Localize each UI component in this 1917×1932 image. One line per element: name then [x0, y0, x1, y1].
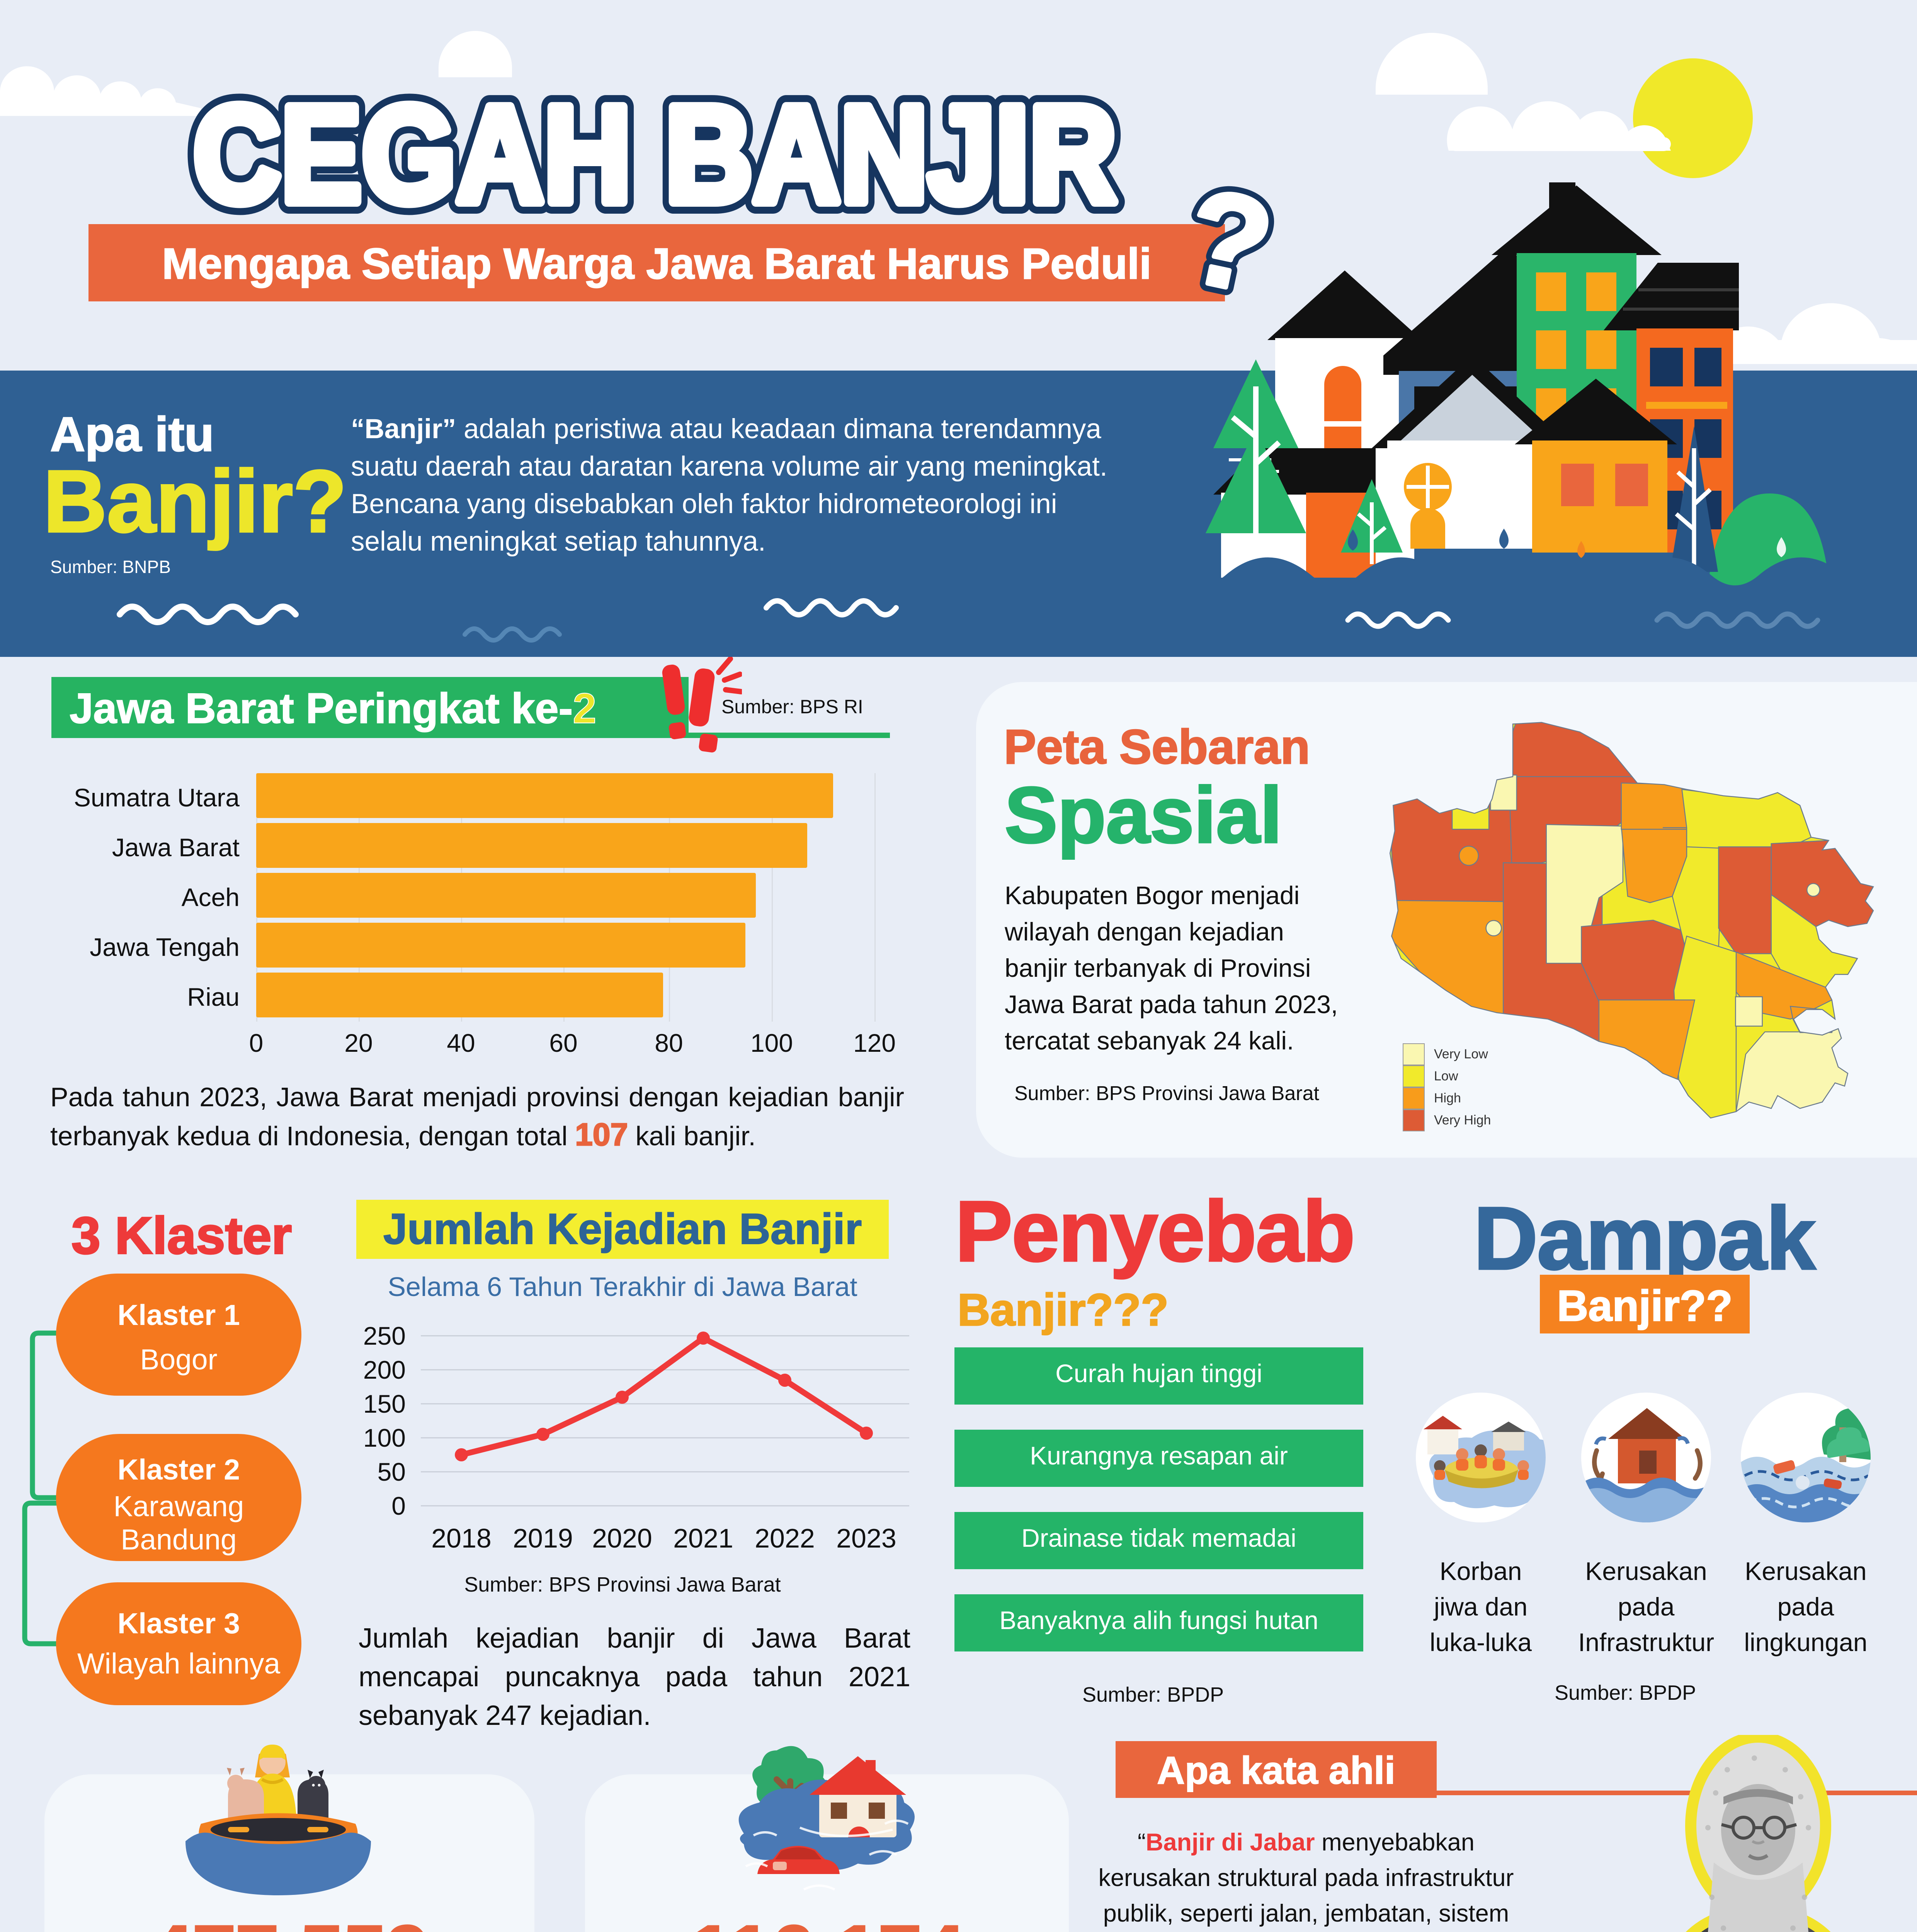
- svg-text:2021: 2021: [673, 1523, 733, 1553]
- svg-text:250: 250: [363, 1321, 406, 1350]
- svg-text:0: 0: [391, 1492, 406, 1520]
- svg-text:2018: 2018: [431, 1523, 492, 1553]
- svg-text:CEGAH BANJIR: CEGAH BANJIR: [193, 78, 1117, 231]
- svg-text:2022: 2022: [755, 1523, 815, 1553]
- svg-text:2020: 2020: [592, 1523, 652, 1553]
- svg-text:200: 200: [363, 1355, 406, 1384]
- svg-text:150: 150: [363, 1389, 406, 1418]
- svg-text:100: 100: [363, 1423, 406, 1452]
- svg-text:CEGAH BANJIR: CEGAH BANJIR: [193, 78, 1117, 231]
- svg-text:2023: 2023: [836, 1523, 896, 1553]
- svg-text:2019: 2019: [513, 1523, 573, 1553]
- svg-text:50: 50: [378, 1458, 406, 1486]
